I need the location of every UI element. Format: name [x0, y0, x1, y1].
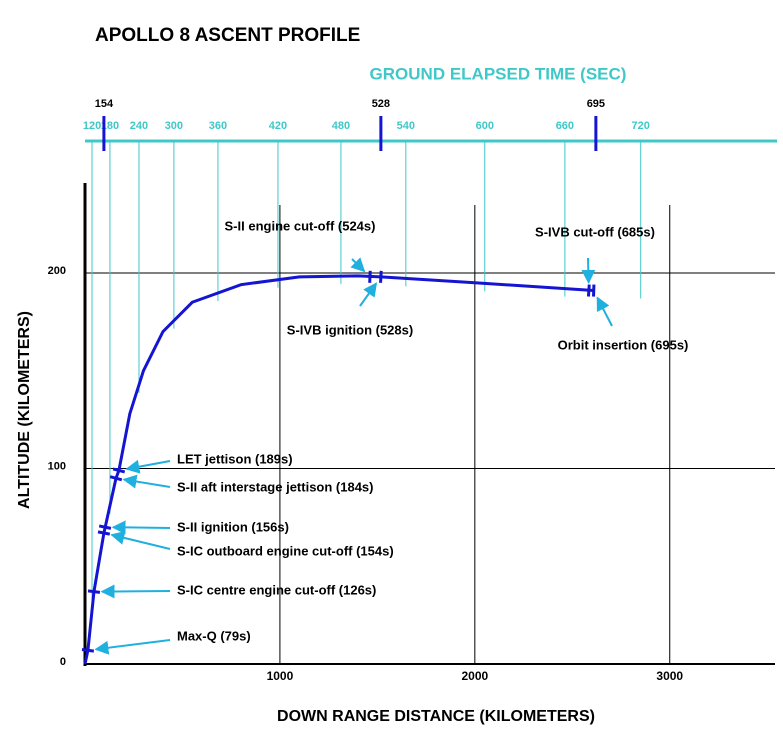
y-tick-label: 0 [60, 656, 66, 668]
time-major-label: 528 [372, 98, 390, 110]
event-arrow [597, 298, 612, 326]
time-tick-label: 660 [556, 120, 574, 132]
event-marker [370, 271, 371, 283]
event-label: S-IC outboard engine cut-off (154s) [177, 543, 394, 558]
time-tick-label: 360 [209, 120, 227, 132]
x-tick-label: 3000 [656, 669, 683, 683]
time-axis-title: GROUND ELAPSED TIME (SEC) [370, 64, 627, 83]
event-arrow [360, 283, 376, 306]
time-major-label: 154 [95, 98, 114, 110]
event-marker [113, 469, 125, 472]
time-tick-label: 600 [476, 120, 494, 132]
event-marker [381, 271, 382, 283]
event-arrow [96, 640, 170, 649]
x-axis-label: DOWN RANGE DISTANCE (KILOMETERS) [277, 708, 595, 725]
time-tick-label: 300 [165, 120, 183, 132]
time-major-label: 695 [587, 98, 605, 110]
event-marker [82, 649, 94, 651]
event-arrow [113, 527, 170, 528]
time-tick-label: 420 [269, 120, 287, 132]
event-marker [110, 477, 122, 480]
event-arrow [127, 461, 170, 469]
event-label: S-II ignition (156s) [177, 519, 289, 534]
time-tick-label: 120 [83, 120, 101, 132]
x-tick-label: 2000 [461, 669, 488, 683]
x-tick-label: 1000 [267, 669, 294, 683]
event-arrow [352, 259, 364, 271]
event-arrow [588, 258, 589, 283]
event-label: S-IVB ignition (528s) [287, 322, 413, 337]
event-label: S-II engine cut-off (524s) [225, 218, 376, 233]
event-label: S-IC centre engine cut-off (126s) [177, 582, 376, 597]
event-label: S-II aft interstage jettison (184s) [177, 479, 374, 494]
event-marker [88, 591, 100, 593]
chart-title: APOLLO 8 ASCENT PROFILE [95, 25, 360, 46]
event-marker [588, 285, 589, 297]
time-tick-label: 240 [130, 120, 148, 132]
event-arrow [102, 591, 170, 592]
y-tick-label: 100 [48, 460, 66, 472]
event-marker [98, 532, 110, 534]
event-label: S-IVB cut-off (685s) [535, 224, 655, 239]
time-tick-label: 540 [397, 120, 415, 132]
time-tick-label: 720 [632, 120, 650, 132]
y-axis-label: ALTITUDE (KILOMETERS) [16, 311, 33, 509]
time-tick-label: 480 [332, 120, 350, 132]
event-arrow [112, 535, 170, 549]
event-arrow [124, 480, 170, 487]
y-tick-label: 200 [48, 265, 66, 277]
event-label: Orbit insertion (695s) [558, 337, 689, 352]
event-marker [99, 526, 111, 528]
event-label: LET jettison (189s) [177, 451, 293, 466]
event-label: Max-Q (79s) [177, 628, 251, 643]
